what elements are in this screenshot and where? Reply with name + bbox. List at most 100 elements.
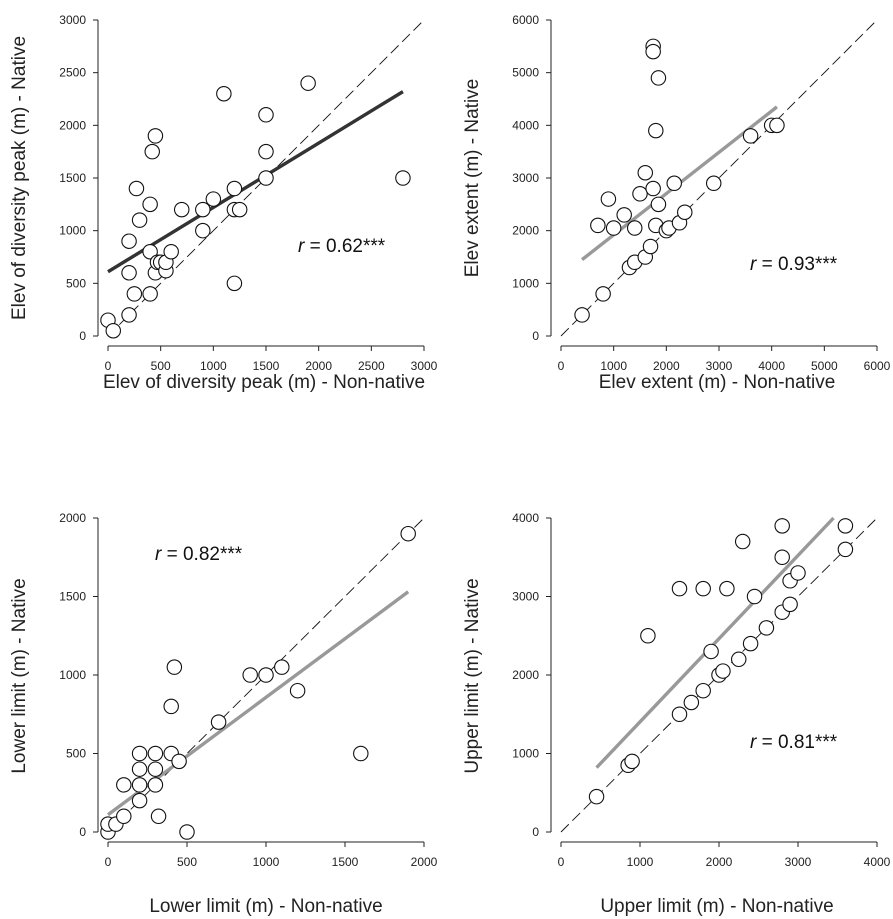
data-point xyxy=(163,243,179,260)
data-point xyxy=(730,651,747,668)
data-point xyxy=(353,745,369,762)
data-point xyxy=(274,659,290,675)
data-point xyxy=(128,180,145,197)
y-tick-label: 3000 xyxy=(59,13,86,27)
x-tick-label: 3000 xyxy=(785,855,812,869)
data-point xyxy=(195,222,211,239)
data-point xyxy=(205,191,222,207)
stat-var: r xyxy=(750,732,757,753)
y-tick-label: 0 xyxy=(79,825,86,839)
data-point xyxy=(734,533,751,550)
data-point xyxy=(758,620,775,636)
y-tick-label: 0 xyxy=(532,825,539,839)
data-point xyxy=(147,761,164,777)
x-tick-label: 1000 xyxy=(200,359,227,373)
data-point xyxy=(147,128,164,144)
data-point xyxy=(179,824,195,840)
data-point xyxy=(719,580,735,597)
x-tick-label: 2000 xyxy=(706,855,733,869)
data-point xyxy=(258,170,274,186)
stat-value: = 0.82*** xyxy=(161,544,242,565)
data-point xyxy=(400,525,416,542)
x-tick-label: 1000 xyxy=(600,359,627,373)
y-tick-label: 2000 xyxy=(59,511,86,525)
y-tick-label: 6000 xyxy=(512,13,539,27)
data-point xyxy=(258,143,274,160)
stat-value: = 0.93*** xyxy=(756,254,837,275)
data-point xyxy=(769,117,785,134)
y-tick-label: 5000 xyxy=(512,66,539,80)
data-point xyxy=(166,659,183,675)
data-point xyxy=(705,175,722,192)
data-point xyxy=(695,682,711,699)
data-point xyxy=(645,43,661,60)
identity-line xyxy=(560,19,878,337)
data-point xyxy=(837,518,854,534)
data-point xyxy=(242,667,258,683)
data-point xyxy=(595,286,611,302)
panel-lower-limit: 0 500 1000 1500 2000 0 500 1000 1500 2000 Lower l… xyxy=(9,511,438,917)
data-point xyxy=(650,70,667,86)
panel-upper-limit-marks: 0 1000 2000 3000 4000 0 1000 2000 3000 4000 xyxy=(512,511,890,869)
data-point xyxy=(671,706,688,722)
data-point xyxy=(837,541,854,558)
data-point xyxy=(173,201,190,218)
data-point xyxy=(395,170,411,186)
panel-lower-limit-ylabel: Lower limit (m) - Native xyxy=(9,578,30,773)
x-tick-label: 0 xyxy=(105,855,112,869)
data-point xyxy=(142,196,158,213)
panel-upper-limit: 0 1000 2000 3000 4000 0 1000 2000 3000 4000 Upper… xyxy=(462,511,891,917)
data-point xyxy=(231,201,248,218)
panel-elev-extent-ylabel: Elev extent (m) - Native xyxy=(462,79,483,278)
x-tick-label: 4000 xyxy=(864,855,891,869)
data-point xyxy=(626,220,643,236)
stat-var: r xyxy=(750,254,757,275)
y-tick-label: 4000 xyxy=(512,118,539,132)
x-tick-label: 0 xyxy=(558,359,565,373)
data-point xyxy=(300,75,316,91)
data-point xyxy=(258,107,274,123)
panel-elev-extent-stat: r = 0.93*** xyxy=(750,254,838,275)
x-tick-label: 2000 xyxy=(653,359,680,373)
y-tick-label: 2000 xyxy=(512,224,539,238)
panel-elev-extent-xlabel: Elev extent (m) - Non-native xyxy=(599,372,836,393)
x-tick-label: 0 xyxy=(558,855,565,869)
data-point xyxy=(590,217,606,234)
y-tick-label: 1000 xyxy=(512,276,539,290)
identity-line xyxy=(560,517,878,833)
data-point xyxy=(782,596,798,613)
panel-elev-extent-marks: 0 1000 2000 3000 4000 5000 6000 0 1000 2000 3000 40… xyxy=(512,13,890,373)
identity-line xyxy=(107,19,425,337)
data-point xyxy=(648,122,664,139)
data-point xyxy=(774,518,790,534)
data-point xyxy=(258,667,274,683)
y-tick-label: 0 xyxy=(532,329,539,343)
data-point xyxy=(163,698,179,715)
data-point xyxy=(226,180,243,197)
data-point xyxy=(624,753,640,770)
data-point xyxy=(195,201,211,218)
data-point xyxy=(671,580,688,597)
x-tick-label: 4000 xyxy=(758,359,785,373)
fit-line xyxy=(106,590,410,817)
x-tick-label: 1000 xyxy=(253,855,280,869)
y-tick-label: 3000 xyxy=(512,171,539,185)
data-point xyxy=(131,777,148,793)
panel-upper-limit-stat: r = 0.81*** xyxy=(750,732,838,753)
data-point xyxy=(650,196,667,213)
data-point xyxy=(616,207,632,223)
data-point xyxy=(645,180,661,197)
panel-upper-limit-ylabel: Upper limit (m) - Native xyxy=(462,578,483,773)
data-point xyxy=(116,808,132,825)
x-tick-label: 500 xyxy=(151,359,171,373)
data-point xyxy=(746,588,763,605)
panel-diversity-peak: 0 500 1000 1500 2000 2500 3000 0 500 1000 1500 2000… xyxy=(9,13,438,393)
data-point xyxy=(703,643,719,660)
x-tick-label: 2000 xyxy=(305,359,332,373)
data-point xyxy=(116,777,132,793)
stat-var: r xyxy=(298,236,305,257)
panel-upper-limit-xlabel: Upper limit (m) - Non-native xyxy=(600,896,833,917)
x-tick-label: 3000 xyxy=(411,359,438,373)
data-point xyxy=(683,694,700,711)
